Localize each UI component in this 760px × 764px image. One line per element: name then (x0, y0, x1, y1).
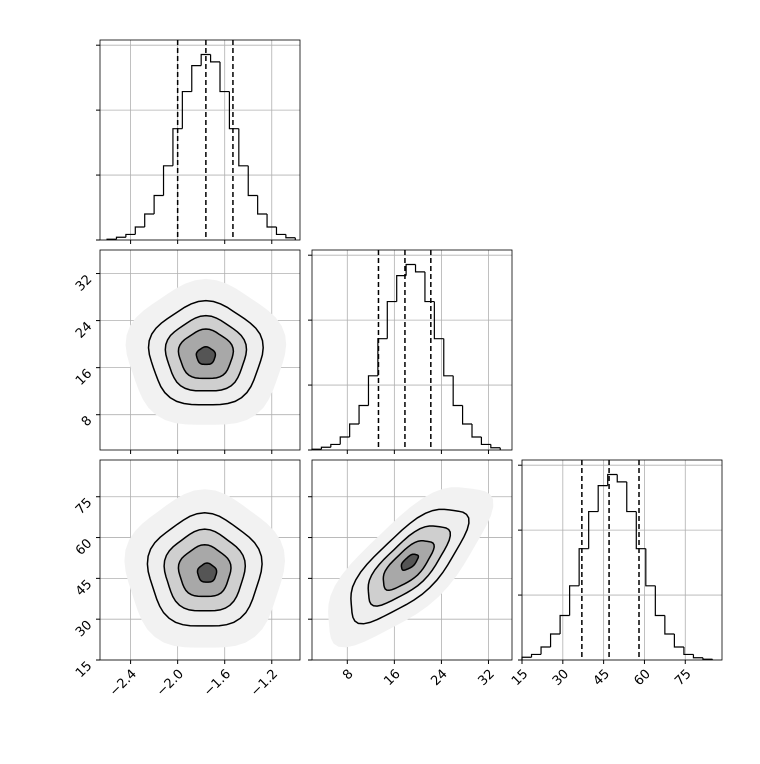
histogram-bin (664, 615, 675, 635)
histogram-bin (358, 404, 369, 425)
histogram-bin (635, 511, 646, 550)
histogram-bin (191, 65, 202, 92)
y-tick-label: 8 (79, 413, 95, 429)
histogram-bin (153, 194, 164, 215)
histogram-bin (461, 405, 472, 425)
y-tick-label: 60 (73, 536, 95, 558)
histogram-bin (228, 91, 239, 130)
y-tick-label: 30 (73, 618, 95, 640)
histogram-bin (588, 510, 599, 549)
histogram-bin (181, 90, 192, 129)
histogram-bin (349, 423, 360, 438)
histogram-bin (275, 227, 286, 236)
contour (400, 553, 420, 571)
x-tick-label: −1.2 (248, 667, 281, 700)
histogram-bin (692, 654, 703, 659)
histogram-bin (683, 647, 694, 656)
histogram-bin (471, 424, 482, 438)
histogram-bin (162, 165, 173, 196)
histogram-bin (569, 585, 580, 616)
histogram-bin (607, 473, 618, 486)
histogram-bin (673, 634, 684, 648)
histogram-bin (597, 485, 608, 512)
histogram-bin (654, 585, 665, 617)
histogram-bin (443, 338, 454, 377)
y-tick-label: 75 (73, 495, 95, 517)
histogram-bin (424, 271, 435, 303)
histogram-bin (238, 128, 249, 167)
x-tick-label: 60 (631, 667, 653, 689)
histogram-bin (645, 548, 656, 587)
x-tick-label: 16 (381, 667, 403, 689)
y-tick-label: 32 (73, 272, 95, 294)
y-tick-label: 45 (73, 577, 95, 599)
histogram-bin (219, 61, 230, 93)
histogram-bin (320, 446, 331, 450)
panel (311, 249, 513, 451)
contour (196, 562, 218, 583)
x-tick-label: −2.0 (154, 667, 187, 700)
histogram-bin (549, 633, 561, 648)
y-tick-label: 15 (73, 659, 95, 681)
histogram-bin (200, 53, 211, 66)
histogram-bin (521, 656, 532, 660)
y-tick-label: 16 (73, 366, 95, 388)
panel (99, 459, 301, 661)
histogram-bin (134, 226, 145, 235)
y-tick-label: 24 (73, 319, 95, 341)
x-tick-label: 32 (475, 667, 497, 689)
histogram-bin (480, 437, 491, 446)
histogram-bin (285, 234, 296, 239)
histogram-bin (266, 214, 277, 228)
histogram-bin (377, 338, 388, 376)
histogram-bin (414, 264, 425, 273)
histogram-bin (125, 233, 136, 238)
histogram-bin (578, 548, 589, 586)
histogram-bin (490, 444, 501, 449)
histogram-bin (559, 614, 570, 635)
contour (195, 345, 217, 366)
x-tick-label: 24 (428, 667, 450, 689)
histogram-bin (396, 275, 407, 302)
x-tick-label: 45 (591, 667, 613, 689)
histogram-bin (626, 481, 637, 513)
x-tick-label: 75 (672, 667, 694, 689)
histogram-bin (115, 236, 126, 240)
histogram-bin (257, 195, 268, 215)
histogram-bin (209, 54, 220, 63)
histogram-bin (367, 375, 378, 406)
histogram-bin (702, 657, 713, 660)
histogram-bin (405, 263, 416, 276)
histogram-bin (452, 375, 463, 407)
x-tick-label: −2.4 (107, 667, 140, 700)
histogram-bin (386, 300, 397, 339)
x-tick-label: −1.6 (201, 667, 234, 700)
histogram-bin (616, 474, 627, 483)
histogram-bin (144, 213, 155, 228)
histogram-bin (433, 301, 444, 340)
histogram-bin (247, 165, 258, 197)
histogram-bin (172, 128, 183, 166)
x-tick-label: 15 (509, 667, 531, 689)
panel (521, 459, 723, 661)
histogram-bin (339, 436, 350, 445)
panel (99, 39, 301, 241)
histogram-bin (530, 653, 542, 658)
x-tick-label: 8 (340, 667, 356, 683)
histogram-bin (330, 443, 341, 448)
x-tick-label: 30 (550, 667, 572, 689)
histogram-bin (540, 646, 551, 655)
panel (311, 459, 513, 661)
panel (99, 249, 301, 451)
